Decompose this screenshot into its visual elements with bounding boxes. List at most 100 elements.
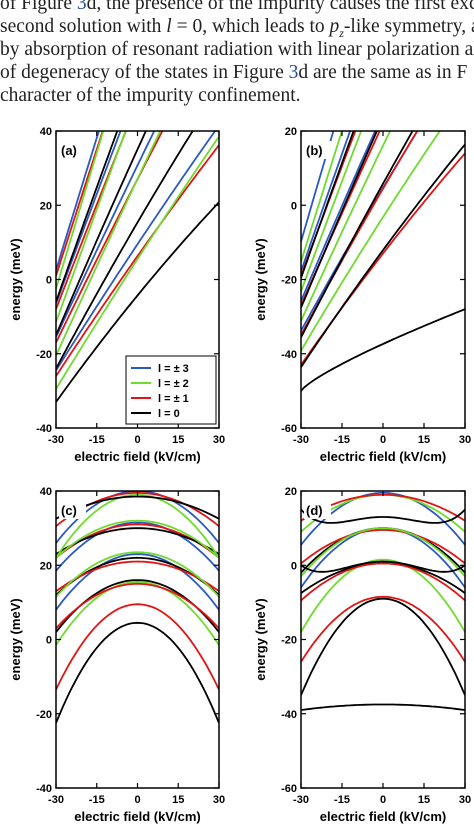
energy-level-curve	[56, 581, 219, 646]
energy-level-curve	[301, 595, 465, 663]
plot-frame	[55, 490, 220, 789]
x-tick-label: -15	[334, 434, 350, 446]
y-tick-label: -40	[281, 709, 297, 721]
energy-level-curve	[301, 131, 335, 242]
x-tick-label: -30	[293, 794, 309, 806]
x-axis-title: electric field (kV/cm)	[320, 449, 446, 464]
energy-level-curve	[56, 131, 194, 370]
energy-level-curve	[301, 562, 465, 594]
energy-level-curve	[301, 527, 465, 574]
y-tick-label: -40	[281, 349, 297, 361]
figure-ref-link[interactable]: 3	[288, 62, 299, 83]
x-tick-label: 0	[134, 794, 140, 806]
energy-level-curve	[56, 131, 119, 303]
x-axis-title: electric field (kV/cm)	[74, 449, 200, 464]
y-tick-label: -60	[281, 783, 297, 795]
panel-label: (b)	[306, 143, 323, 158]
text-line-1: of Figure 3d, the presence of the impuri…	[0, 0, 474, 15]
panel-label: (c)	[61, 503, 77, 518]
x-tick-label: 30	[213, 794, 225, 806]
energy-level-curve	[56, 131, 127, 323]
panel-a: -30 -15 0 15 30 40 20 0 -20 -40 electric field (kV…	[8, 126, 225, 464]
panel-label: (d)	[306, 503, 323, 518]
x-tick-label: 30	[459, 794, 471, 806]
y-tick-label: 20	[40, 200, 52, 212]
panel-d: -30 -15 0 15 30 20 0 -20 -40 -60 electric field (k…	[253, 486, 471, 824]
x-tick-label: 0	[380, 434, 386, 446]
y-tick-label: -40	[36, 783, 52, 795]
energy-level-curve	[56, 527, 219, 555]
energy-level-curve	[301, 131, 392, 322]
y-tick-label: 40	[40, 126, 52, 138]
energy-level-curve	[301, 562, 465, 602]
y-tick-label: -40	[36, 423, 52, 435]
curves	[56, 131, 219, 403]
energy-level-curve	[301, 527, 465, 577]
x-tick-label: -15	[89, 434, 105, 446]
energy-level-curve	[56, 553, 219, 611]
legend: l = ± 3 l = ± 2 l = ± 1 l = 0	[125, 355, 217, 425]
figure-ref-link[interactable]: 3	[76, 0, 87, 14]
curves	[56, 491, 219, 724]
energy-level-curve	[301, 560, 465, 573]
energy-level-curve	[56, 144, 219, 377]
text-line-5: character of the impurity confinement.	[0, 85, 301, 106]
energy-level-curve	[56, 560, 219, 592]
x-tick-label: -30	[293, 434, 309, 446]
energy-level-curve	[56, 131, 217, 371]
curves	[301, 131, 465, 392]
panel-c: -30 -15 0 15 30 40 20 0 -20 -40 electric field (kV…	[8, 486, 225, 824]
x-tick-label: 15	[418, 794, 430, 806]
energy-level-curve	[301, 131, 419, 336]
energy-level-curve	[56, 136, 219, 390]
panel-label-bg	[304, 141, 331, 159]
y-tick-label: 40	[40, 486, 52, 498]
x-tick-label: -30	[48, 794, 64, 806]
energy-level-curve	[301, 597, 465, 696]
energy-level-curve	[56, 582, 219, 630]
energy-level-curve	[301, 529, 465, 565]
panel-label-bg	[59, 501, 86, 519]
x-tick-label: 15	[172, 434, 184, 446]
y-tick-label: -20	[36, 709, 52, 721]
x-axis-title: electric field (kV/cm)	[320, 809, 446, 824]
x-tick-label: -15	[334, 794, 350, 806]
legend-label: l = ± 1	[158, 393, 189, 405]
energy-level-curve	[301, 131, 357, 277]
y-tick-label: 20	[285, 126, 297, 138]
energy-level-curve	[56, 131, 105, 290]
energy-level-curve	[56, 621, 219, 724]
x-tick-label: 30	[459, 434, 471, 446]
energy-level-curve	[56, 131, 127, 310]
energy-level-curve	[56, 131, 162, 356]
energy-level-curve	[301, 131, 414, 338]
energy-level-curve	[301, 131, 377, 302]
energy-level-curve	[301, 131, 441, 352]
energy-level-curve	[56, 519, 219, 559]
y-tick-label: 0	[46, 275, 52, 287]
energy-level-curve	[301, 703, 465, 711]
x-tick-label: 0	[380, 794, 386, 806]
energy-level-curve	[301, 308, 465, 392]
panel-b: -30 -15 0 15 30 20 0 -20 -40 -60 electric field (k…	[253, 126, 471, 464]
plot-frame	[300, 490, 466, 789]
x-tick-label: 15	[418, 434, 430, 446]
text-line-3: by absorption of resonant radiation with…	[0, 39, 474, 60]
y-axis-title: energy (meV)	[8, 598, 23, 680]
panel-label-bg	[304, 501, 331, 519]
text-line-4: of degeneracy of the states in Figure 3d…	[0, 62, 468, 83]
curves	[301, 492, 465, 711]
y-tick-label: -60	[281, 423, 297, 435]
y-tick-label: 20	[285, 486, 297, 498]
energy-level-curve	[56, 131, 122, 304]
energy-level-curve	[56, 131, 147, 336]
energy-level-curve	[56, 521, 219, 572]
energy-level-curve	[301, 508, 465, 524]
panel-label: (a)	[61, 143, 77, 158]
x-tick-label: 0	[134, 434, 140, 446]
x-tick-label: 15	[172, 794, 184, 806]
y-tick-label: -20	[36, 349, 52, 361]
energy-level-curve	[301, 131, 363, 292]
energy-level-curve	[56, 603, 219, 690]
